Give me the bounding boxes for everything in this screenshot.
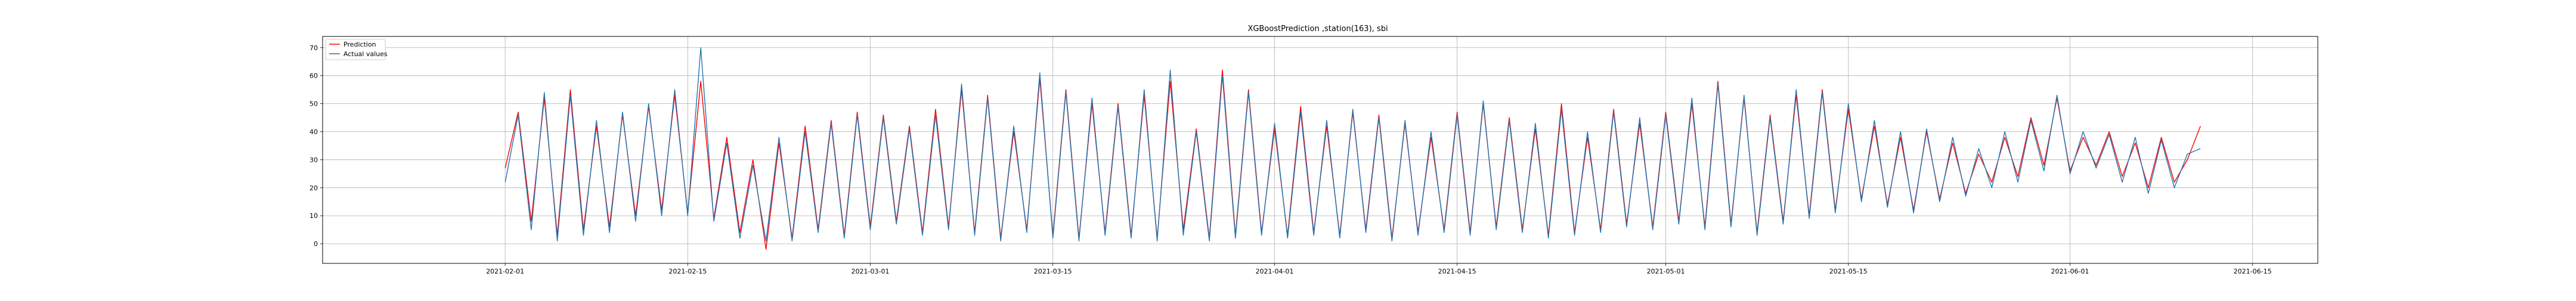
- y-tick-label: 0: [314, 240, 318, 248]
- y-tick-label: 40: [309, 128, 318, 136]
- series-layer: [504, 47, 2201, 250]
- legend-label-actual: Actual values: [343, 50, 388, 58]
- x-tick-label: 2021-06-01: [2051, 268, 2089, 275]
- y-tick-label: 10: [309, 212, 318, 220]
- actual-values-series-line: [504, 47, 2201, 242]
- y-tick-label: 60: [309, 72, 318, 80]
- x-tick-label: 2021-05-01: [1647, 268, 1685, 275]
- x-tick-label: 2021-06-15: [2234, 268, 2272, 275]
- x-tick-label: 2021-04-01: [1255, 268, 1293, 275]
- x-tick-label: 2021-02-15: [668, 268, 707, 275]
- y-tick-label: 20: [309, 184, 318, 192]
- plot-frame: [322, 36, 2318, 264]
- x-axis: 2021-02-01 2021-02-15 2021-03-01 2021-03-15…: [486, 263, 2272, 275]
- x-tick-label: 2021-02-01: [486, 268, 524, 275]
- legend-box: [325, 39, 386, 60]
- x-tick-label: 2021-03-01: [852, 268, 890, 275]
- x-tick-label: 2021-03-15: [1034, 268, 1072, 275]
- legend: Prediction Actual values: [325, 39, 388, 60]
- x-tick-label: 2021-05-15: [1829, 268, 1868, 275]
- legend-label-prediction: Prediction: [343, 41, 376, 48]
- y-tick-label: 50: [309, 100, 318, 108]
- y-tick-label: 30: [309, 156, 318, 164]
- x-gridlines: [504, 36, 2253, 263]
- x-tick-label: 2021-04-15: [1438, 268, 1476, 275]
- y-axis: 0 10 20 30 40 50 60 70: [309, 44, 323, 248]
- y-gridlines: [323, 47, 2318, 244]
- chart-title: XGBoostPrediction ,station(163), sbi: [1247, 24, 1388, 33]
- y-tick-label: 70: [309, 44, 318, 52]
